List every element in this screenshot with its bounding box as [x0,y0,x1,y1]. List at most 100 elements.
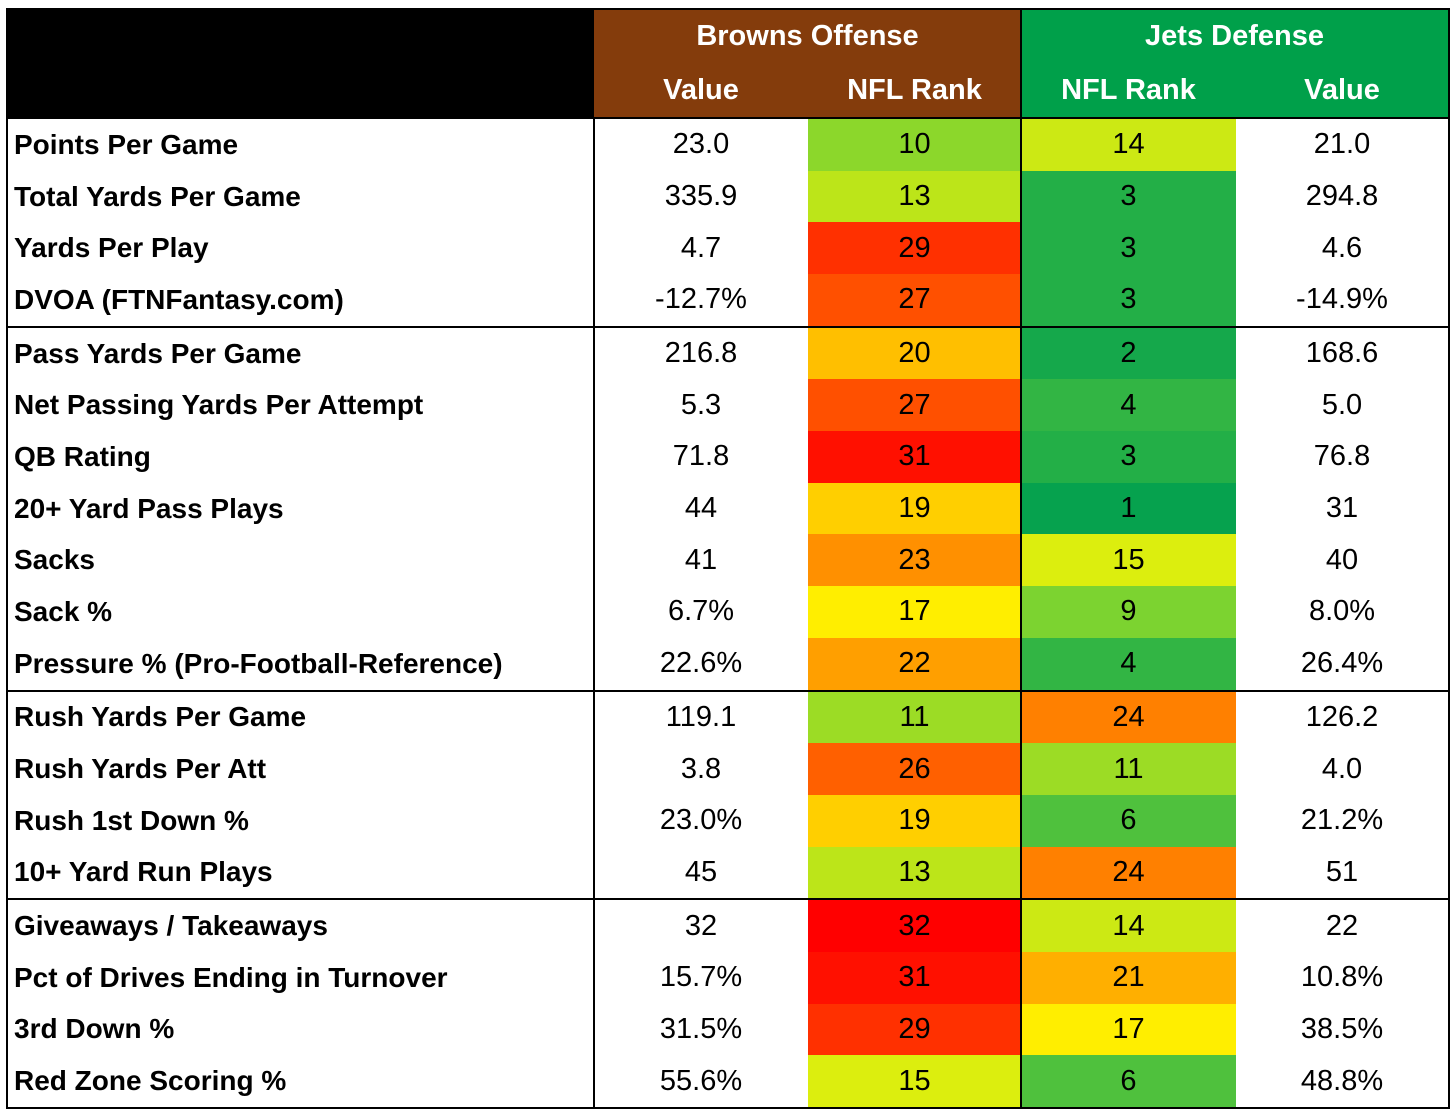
rank-cell: 14 [1021,119,1236,171]
value-cell: 126.2 [1305,700,1379,733]
rank-cell: 6 [1021,1055,1236,1107]
value-cell: 32 [684,909,718,942]
rank-cell: 3 [1021,274,1236,326]
row-label: 3rd Down % [14,1013,175,1045]
column-header: Value [663,73,739,106]
row-label: Points Per Game [14,128,239,160]
value-cell: -14.9% [1296,283,1388,316]
rank-cell: 27 [808,379,1021,432]
rank-cell: 14 [1021,900,1236,952]
rank-cell: 15 [808,1055,1021,1107]
column-border [1020,10,1022,1107]
rank-cell: 24 [1021,691,1236,744]
rank-cell: 19 [808,794,1021,847]
value-cell: 21.2% [1300,804,1384,837]
value-cell: 45 [684,855,718,888]
header-blank [8,10,594,117]
rank-cell: 23 [808,534,1021,587]
row-label: Total Yards Per Game [14,180,301,212]
rank-cell: 32 [808,900,1021,952]
row-label: DVOA (FTNFantasy.com) [14,283,344,315]
column-header: NFL Rank [1061,73,1196,106]
row-label: Net Passing Yards Per Attempt [14,389,424,421]
row-label: Pass Yards Per Game [14,337,302,369]
group-header-bg [1021,10,1448,117]
row-label: 20+ Yard Pass Plays [14,492,284,524]
rank-cell: 29 [808,222,1021,275]
rank-cell: 17 [808,586,1021,638]
rank-cell: 31 [808,431,1021,483]
value-cell: 41 [684,543,718,576]
column-border [593,117,595,1107]
section-border [8,325,1448,328]
rank-cell: 22 [808,637,1021,690]
row-label: Pressure % (Pro-Football-Reference) [14,647,503,679]
value-cell: 55.6% [659,1064,743,1097]
group-title: Jets Defense [1145,20,1324,52]
value-cell: 22 [1325,909,1359,942]
value-cell: 71.8 [672,440,730,473]
value-cell: 23.0% [659,804,743,837]
value-cell: 6.7% [667,595,735,628]
value-cell: 4.6 [1321,231,1363,264]
column-header: Value [1304,73,1380,106]
row-label: Rush Yards Per Att [14,753,267,785]
rank-cell: 3 [1021,222,1236,275]
value-cell: 26.4% [1300,647,1384,680]
rank-cell: 17 [1021,1003,1236,1056]
rank-cell: 11 [1021,743,1236,795]
value-cell: 4.7 [680,231,722,264]
stats-table: Browns Offense Value NFL Rank Jets Defense N… [6,8,1450,1109]
row-label: 10+ Yard Run Plays [14,856,273,888]
value-cell: 10.8% [1300,961,1384,994]
rank-cell: 4 [1021,637,1236,690]
value-cell: 3.8 [680,752,722,785]
rank-cell: 3 [1021,170,1236,223]
rank-cell: 31 [808,951,1021,1004]
section-border [8,898,1448,901]
rank-cell: 26 [808,743,1021,795]
value-cell: 23.0 [672,128,730,161]
section-border [8,689,1448,692]
value-cell: 31 [1325,492,1359,525]
value-cell: 5.0 [1321,388,1363,421]
value-cell: 44 [684,492,718,525]
rank-cell: 6 [1021,794,1236,847]
value-cell: 168.6 [1305,337,1379,370]
rank-cell: 29 [808,1003,1021,1056]
row-label: Yards Per Play [14,232,209,264]
rank-cell: 9 [1021,586,1236,638]
value-cell: 119.1 [665,700,737,733]
value-cell: 40 [1325,543,1359,576]
value-cell: 22.6% [659,647,743,680]
value-cell: -12.7% [655,283,747,316]
value-cell: 48.8% [1300,1064,1384,1097]
value-cell: 216.8 [664,337,738,370]
value-cell: 31.5% [659,1012,743,1045]
row-label: Rush 1st Down % [14,804,249,836]
group-title: Browns Offense [696,20,919,52]
value-cell: 294.8 [1305,180,1379,212]
rank-cell: 1 [1021,482,1236,535]
row-label: Giveaways / Takeaways [14,910,328,942]
rank-cell: 4 [1021,379,1236,432]
value-cell: 51 [1325,855,1359,888]
rank-cell: 24 [1021,846,1236,899]
row-label: QB Rating [14,440,151,472]
rank-cell: 19 [808,482,1021,535]
value-cell: 76.8 [1313,440,1371,473]
value-cell: 15.7% [659,961,743,994]
row-label: Sack % [14,595,113,627]
rank-cell: 21 [1021,951,1236,1004]
value-cell: 5.3 [680,388,722,421]
section-border [8,117,1448,119]
value-cell: 38.5% [1300,1012,1384,1045]
row-label: Rush Yards Per Game [14,701,307,733]
rank-cell: 27 [808,274,1021,326]
rank-cell: 3 [1021,431,1236,483]
column-header: NFL Rank [847,73,982,106]
row-label: Red Zone Scoring % [14,1065,287,1097]
value-cell: 21.0 [1313,128,1371,161]
rank-cell: 13 [808,846,1021,899]
